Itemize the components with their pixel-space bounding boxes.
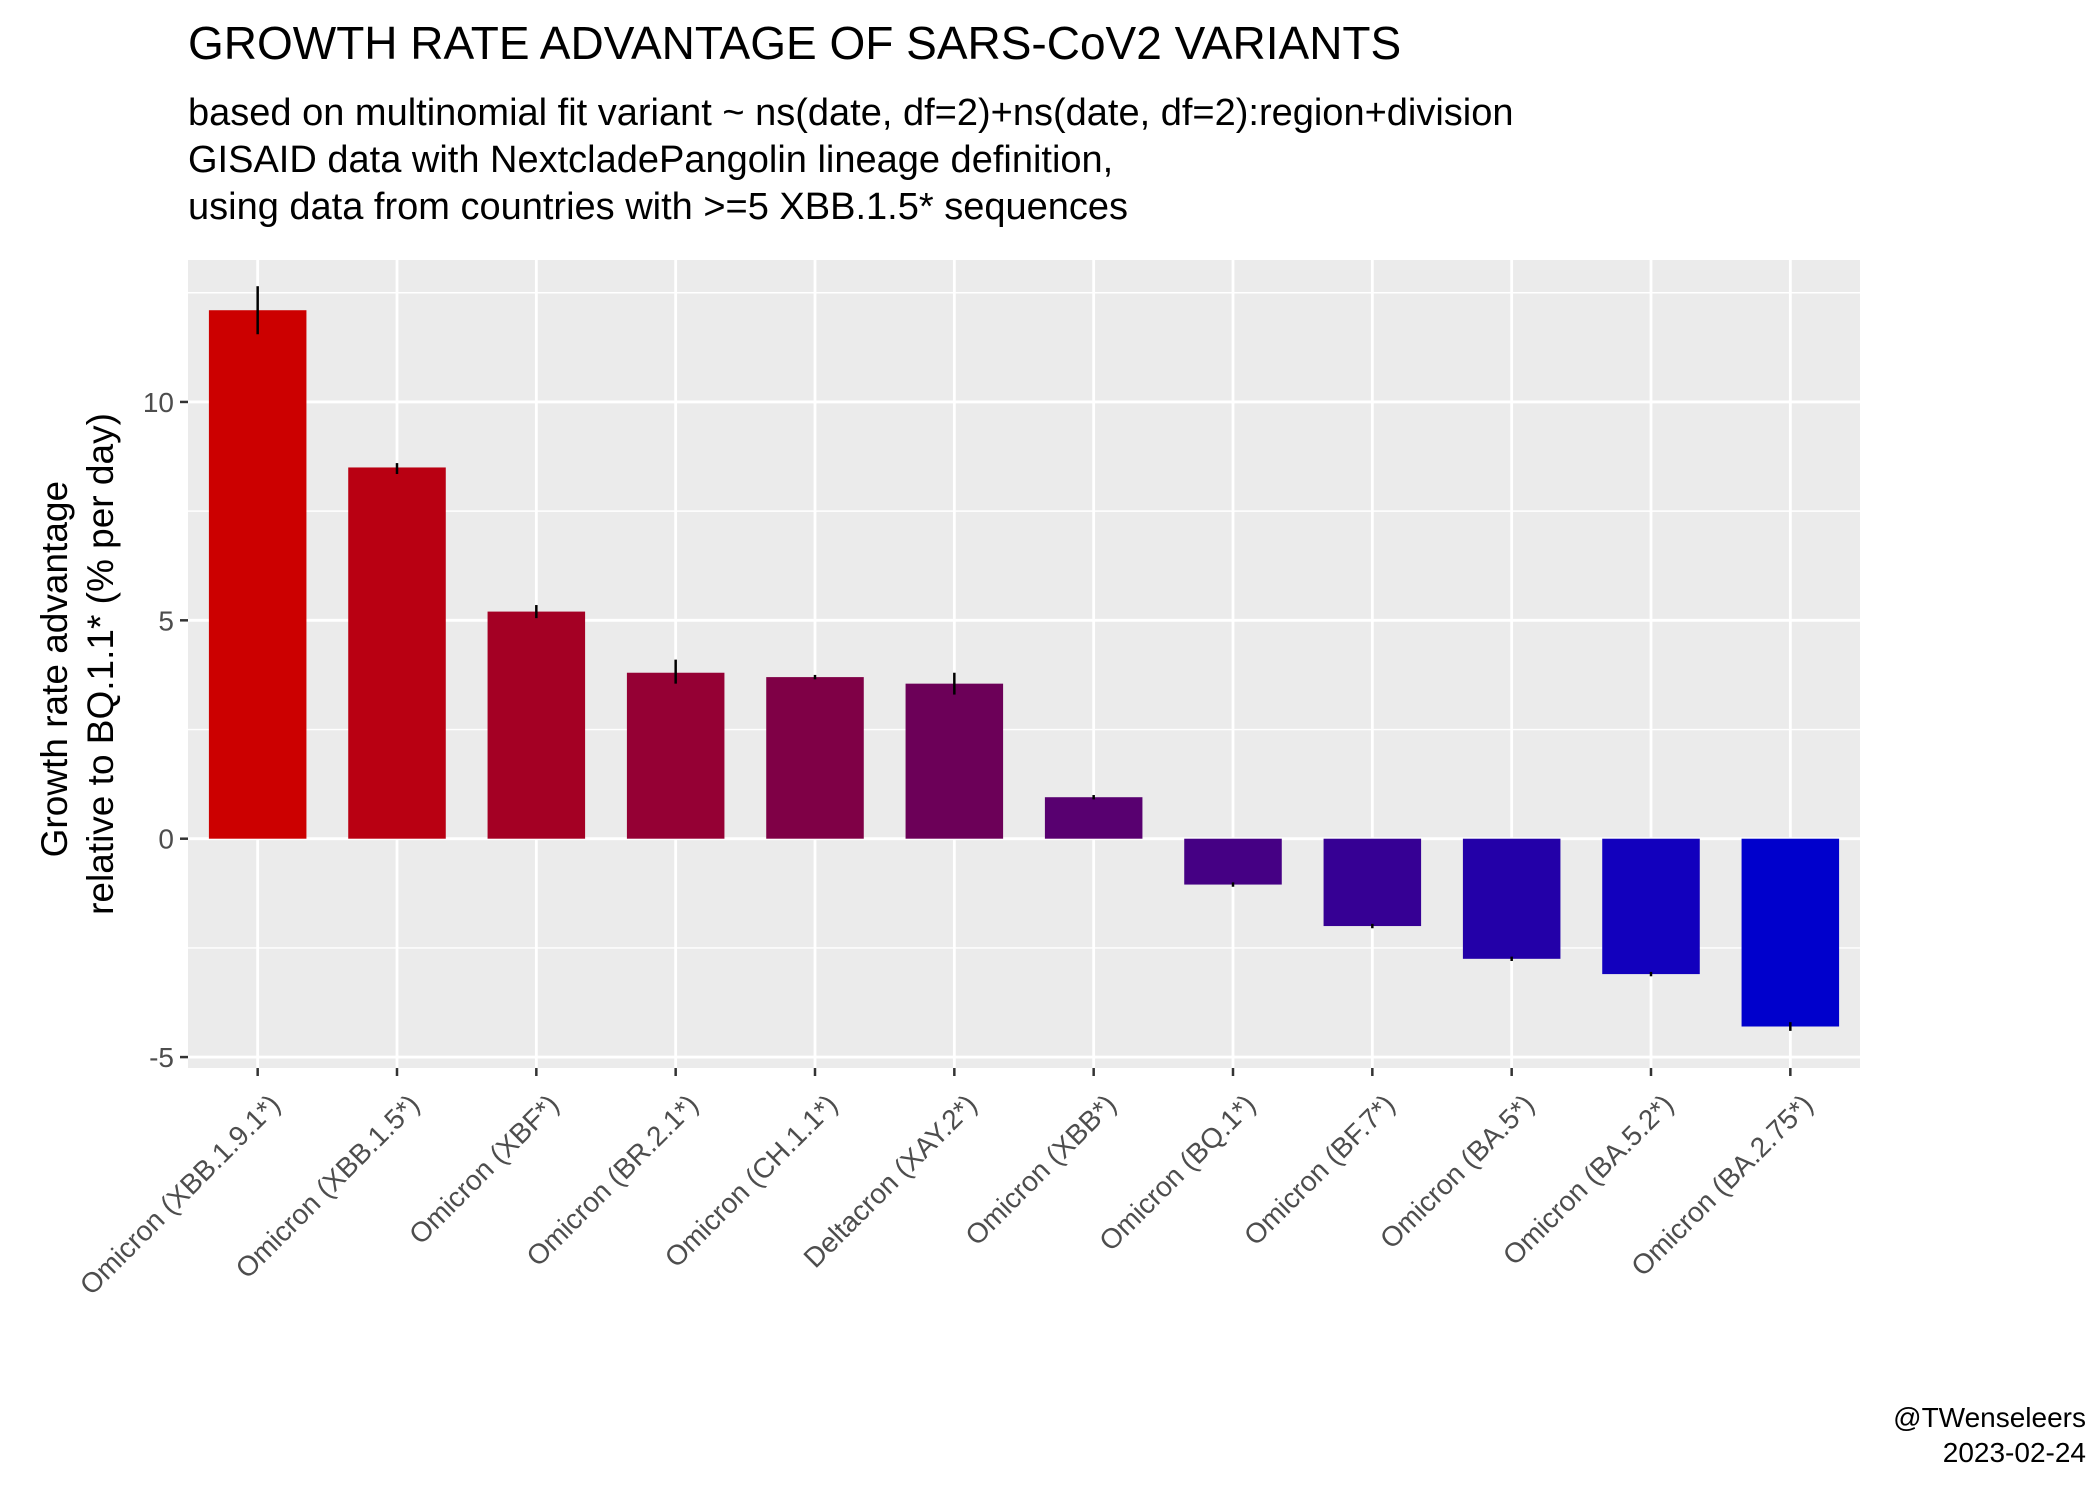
x-tick-label: Omicron (XBB*) (959, 1088, 1122, 1251)
bar (1184, 838, 1282, 885)
y-axis-title: Growth rate advantage relative to BQ.1.1… (34, 413, 121, 915)
bar (1462, 838, 1561, 959)
bars (208, 310, 1840, 1027)
x-tick-labels: Omicron (XBB.1.9.1*)Omicron (XBB.1.5*)Om… (74, 1088, 1819, 1300)
bar (1044, 797, 1143, 839)
bar (487, 611, 586, 839)
y-tick-label: 10 (143, 387, 174, 418)
chart-subtitle: based on multinomial fit variant ~ ns(da… (188, 90, 1514, 231)
bar (905, 683, 1004, 839)
bar (626, 672, 725, 839)
axes: -5 0 5 10 (143, 387, 1792, 1076)
subtitle-line-3: using data from countries with >=5 XBB.1… (188, 186, 1128, 228)
y-tick-label: 5 (158, 605, 174, 636)
bar (208, 310, 307, 839)
subtitle-line-2: GISAID data with NextcladePangolin linea… (188, 139, 1114, 181)
bar (1602, 838, 1700, 975)
plot-panel (188, 260, 1860, 1068)
caption: @TWenseleers 2023-02-24 (1893, 1400, 2086, 1470)
x-tick-label: Omicron (BF.7*) (1238, 1088, 1401, 1251)
subtitle-line-1: based on multinomial fit variant ~ ns(da… (188, 92, 1514, 134)
caption-date: 2023-02-24 (1942, 1437, 2086, 1468)
caption-author: @TWenseleers (1893, 1402, 2086, 1433)
y-tick-label: 0 (158, 824, 174, 855)
y-tick-label: -5 (149, 1042, 174, 1073)
bar (1323, 838, 1422, 927)
bar (1741, 838, 1840, 1027)
y-axis-title-line-1: Growth rate advantage (34, 481, 75, 857)
y-axis-title-line-2: relative to BQ.1.1* (% per day) (80, 413, 121, 915)
bar (766, 677, 864, 839)
x-tick-label: Omicron (XBF*) (403, 1088, 565, 1250)
chart-title: GROWTH RATE ADVANTAGE OF SARS-CoV2 VARIA… (188, 17, 1402, 69)
error-bars (256, 286, 1792, 1031)
bar (348, 467, 446, 839)
